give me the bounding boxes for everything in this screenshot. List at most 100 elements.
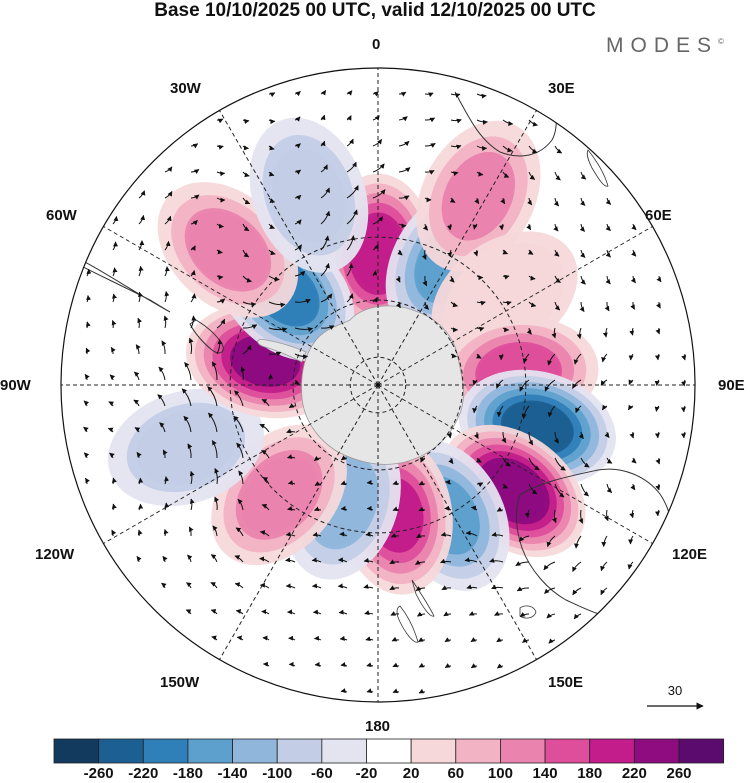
wind-arrow (576, 327, 582, 340)
wind-arrow (441, 585, 452, 591)
wind-arrow (216, 275, 224, 281)
wind-arrow (163, 528, 169, 537)
wind-arrow (268, 145, 275, 151)
wind-arrow (261, 609, 270, 615)
wind-arrow (340, 480, 348, 486)
wind-arrow (365, 531, 374, 537)
wind-arrow (287, 480, 296, 485)
wind-arrow (134, 427, 141, 433)
wind-arrow (312, 531, 322, 537)
colorbar-tick-label: 260 (666, 765, 692, 782)
wind-arrow (601, 535, 608, 548)
colorbar-bin (366, 738, 412, 764)
wind-arrow (157, 394, 166, 407)
wind-arrow (398, 195, 410, 201)
wind-arrow (163, 315, 169, 329)
wind-arrow (450, 327, 459, 333)
wind-arrow (234, 390, 244, 407)
wind-arrow (498, 353, 504, 361)
wind-arrow (420, 457, 426, 463)
wind-arrow (656, 275, 662, 283)
wind-arrow (502, 145, 513, 153)
wind-arrow (188, 526, 194, 537)
wind-arrow (415, 560, 426, 565)
wind-arrow (397, 249, 403, 256)
wind-arrow (346, 293, 354, 303)
wind-arrow (470, 505, 478, 511)
wind-arrow (286, 454, 296, 460)
colorbar-bin (142, 738, 189, 764)
wind-arrow (164, 191, 173, 199)
meridian-line (219, 110, 379, 386)
wind-arrow (423, 301, 429, 310)
wind-arrow (164, 502, 170, 511)
wind-arrow (320, 140, 326, 147)
wind-arrow (600, 561, 608, 572)
wind-arrow (208, 412, 218, 433)
wind-arrow (366, 505, 374, 511)
wind-arrow (502, 119, 514, 127)
wind-arrow (605, 223, 611, 232)
meridian-line (219, 384, 379, 660)
wind-arrow (630, 275, 636, 284)
wind-arrow (268, 373, 274, 381)
wind-arrow (470, 663, 478, 669)
wind-arrow (476, 145, 488, 151)
wind-arrow (526, 327, 532, 335)
wind-arrow (268, 327, 288, 333)
wind-arrow (579, 223, 585, 232)
wind-arrow (392, 688, 400, 694)
wind-arrow (528, 431, 534, 446)
wind-arrow (262, 635, 270, 641)
wind-arrow (112, 267, 118, 277)
wind-arrow (605, 197, 612, 205)
wind-arrow (572, 587, 582, 596)
wind-arrow (159, 422, 166, 433)
wind-arrow (372, 216, 384, 225)
wind-arrow (422, 223, 429, 231)
wind-arrow (138, 503, 144, 511)
wind-arrow (259, 582, 270, 589)
wind-arrow (320, 164, 328, 173)
wind-arrow (190, 269, 196, 277)
wind-arrow (447, 431, 452, 439)
wind-arrow (242, 249, 250, 258)
wind-arrow (580, 457, 590, 468)
wind-arrow (578, 431, 584, 440)
lon-label-150w: 150W (160, 674, 200, 691)
wind-arrow (164, 291, 170, 303)
wind-arrow (164, 240, 171, 251)
wind-arrow (418, 637, 426, 643)
brand-mark: © (718, 37, 724, 46)
new-zealand-land (396, 579, 435, 643)
wind-arrow (627, 561, 634, 570)
wind-arrow (527, 249, 534, 255)
wind-arrow (654, 405, 660, 412)
colorbar-tick-label: 140 (532, 765, 558, 782)
wind-arrow (476, 326, 485, 332)
wind-arrow (236, 635, 244, 641)
wind-arrow (424, 117, 436, 123)
colorbar-bin (678, 738, 725, 764)
wind-arrow (655, 457, 661, 465)
wind-arrow (236, 442, 244, 459)
wind-arrow (216, 298, 226, 304)
wind-arrow (502, 171, 510, 178)
wind-arrow (580, 249, 586, 258)
colorbar (53, 738, 725, 764)
colorbar-tick-label: -260 (83, 765, 114, 782)
wind-arrow (554, 171, 561, 181)
wind-arrow (601, 404, 608, 411)
wind-arrow (234, 555, 244, 563)
wind-arrow (476, 93, 487, 99)
wind-arrow (516, 586, 530, 592)
wind-arrow (216, 118, 224, 124)
lon-label-30e: 30E (548, 80, 575, 97)
wind-arrow (210, 582, 218, 589)
wind-arrow (544, 379, 556, 392)
wind-arrow (365, 636, 374, 642)
wind-arrow (259, 556, 270, 563)
wind-arrow (422, 275, 428, 287)
wind-arrow (372, 297, 378, 303)
wind-arrow (554, 457, 566, 471)
